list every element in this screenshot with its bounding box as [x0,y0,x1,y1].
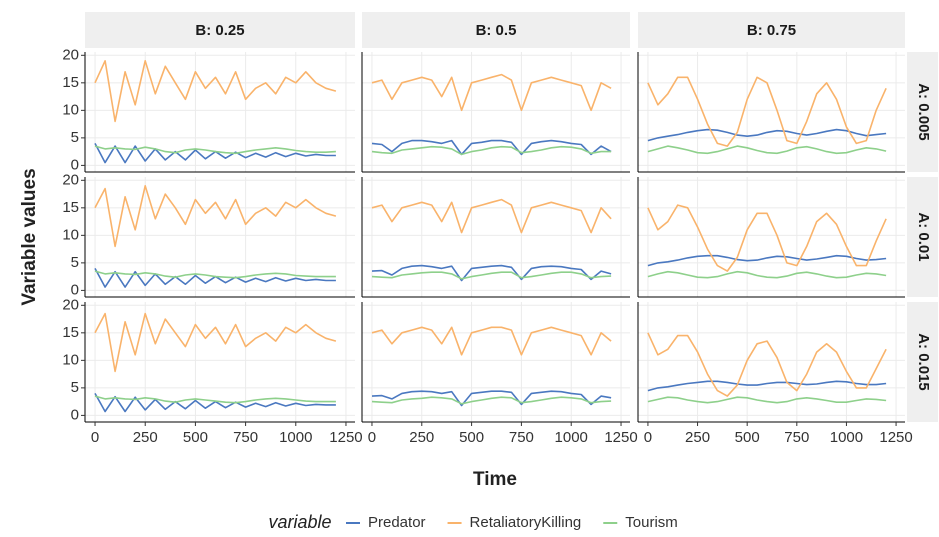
facet-strip-label: B: 0.5 [476,22,517,39]
x-tick-label: 0 [368,429,376,446]
y-tick-label: 20 [62,171,79,188]
facet-strip-label: A: 0.01 [915,212,932,261]
facet-strip-label: A: 0.015 [915,333,932,391]
series-line [647,76,887,147]
series-line [94,270,336,279]
facet-strip [638,12,905,48]
x-tick-label: 500 [183,429,208,446]
facet-strip-label: A: 0.005 [915,83,932,141]
series-line [94,393,336,413]
series-line [647,396,887,404]
x-tick-label: 1000 [555,429,588,446]
x-tick-label: 250 [685,429,710,446]
y-tick-label: 10 [62,351,79,368]
series-line [371,198,612,234]
series-line [371,396,612,405]
facet-strip [907,302,938,422]
x-axis-label: Time [473,469,517,490]
series-line [371,390,612,407]
series-line [94,268,336,288]
x-tick-label: 250 [133,429,158,446]
series-line [371,73,612,112]
legend-title: variable [268,512,331,532]
x-tick-label: 1250 [879,429,912,446]
y-tick-label: 20 [62,296,79,313]
legend-label: RetaliatoryKilling [470,514,582,531]
x-tick-label: 1250 [329,429,362,446]
series-line [94,145,336,155]
series-line [647,128,887,142]
series-line [371,271,612,280]
series-line [371,326,612,356]
y-tick-label: 5 [71,129,79,146]
facet-strip [907,52,938,172]
y-tick-label: 0 [71,156,79,173]
series-line [371,139,612,156]
y-tick-label: 15 [62,324,79,341]
x-tick-label: 1000 [279,429,312,446]
y-tick-label: 15 [62,199,79,216]
series-line [94,185,337,248]
series-line [371,264,612,282]
facet-strip-label: B: 0.75 [747,22,796,39]
y-tick-label: 5 [71,254,79,271]
x-tick-label: 750 [233,429,258,446]
y-tick-label: 0 [71,406,79,423]
x-tick-label: 250 [409,429,434,446]
x-tick-label: 1250 [604,429,637,446]
series-line [647,145,887,155]
x-tick-label: 750 [784,429,809,446]
y-tick-label: 0 [71,281,79,298]
y-tick-label: 20 [62,46,79,63]
x-tick-label: 0 [91,429,99,446]
facet-strip [362,12,630,48]
legend-label: Tourism [625,514,678,531]
y-tick-label: 10 [62,101,79,118]
x-tick-label: 0 [644,429,652,446]
x-tick-label: 750 [509,429,534,446]
series-line [647,380,887,392]
series-line [647,270,887,279]
series-line [371,145,612,156]
legend-label: Predator [368,514,426,531]
facet-strip [907,177,938,297]
series-line [647,254,887,267]
facet-strip-label: B: 0.25 [195,22,244,39]
y-tick-label: 15 [62,74,79,91]
x-tick-label: 500 [735,429,760,446]
x-tick-label: 1000 [830,429,863,446]
series-line [647,332,887,397]
series-line [94,395,336,404]
y-tick-label: 5 [71,379,79,396]
series-line [647,204,887,272]
series-line [94,143,336,164]
y-tick-label: 10 [62,226,79,243]
x-tick-label: 500 [459,429,484,446]
facet-strip [85,12,355,48]
series-line [94,312,337,373]
y-axis-label: Variable values [19,168,40,305]
series-line [94,59,337,123]
